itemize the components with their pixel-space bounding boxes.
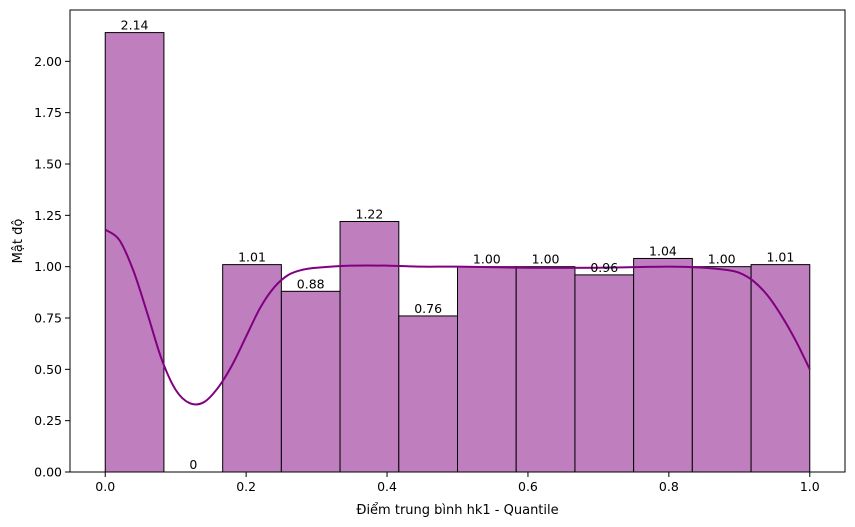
histogram-bar: [691, 266, 752, 473]
bars-group: [104, 32, 811, 473]
bar-value-label: 1.22: [356, 206, 384, 221]
x-axis-ticks: 0.0 0.2 0.4 0.6 0.8 1.0: [95, 472, 820, 494]
y-tick-label: 0.25: [34, 413, 62, 428]
y-tick-label: 0.00: [34, 465, 62, 480]
x-tick-label: 0.6: [518, 479, 538, 494]
y-tick-label: 1.25: [34, 208, 62, 223]
y-tick-label: 1.75: [34, 105, 62, 120]
x-tick-label: 1.0: [800, 479, 820, 494]
histogram-bar: [750, 264, 811, 473]
histogram-bar: [104, 32, 165, 473]
bar-value-label: 1.00: [473, 252, 501, 267]
x-tick-label: 0.0: [95, 479, 115, 494]
y-tick-label: 0.50: [34, 362, 62, 377]
x-tick-label: 0.4: [377, 479, 397, 494]
histogram-bar: [280, 290, 341, 473]
bar-value-label: 0.88: [297, 276, 325, 291]
y-tick-label: 1.50: [34, 157, 62, 172]
y-axis-label: Mật độ: [11, 219, 26, 264]
histogram-bar: [633, 257, 693, 473]
bar-value-label: 1.00: [532, 252, 560, 267]
histogram-bar: [574, 274, 635, 473]
x-axis-label: Điểm trung bình hk1 - Quantile: [356, 503, 558, 518]
y-axis-ticks: 0.00 0.25 0.50 0.75 1.00 1.25 1.50 1.75 2.00: [34, 54, 70, 480]
bar-value-label: 1.01: [767, 250, 795, 265]
histogram-bar: [515, 266, 576, 473]
x-tick-label: 0.8: [659, 479, 679, 494]
bar-value-label: 0.76: [414, 301, 442, 316]
plot-frame: [69, 9, 846, 473]
y-tick-label: 0.75: [34, 311, 62, 326]
y-tick-label: 1.00: [34, 259, 62, 274]
histogram-bar: [398, 315, 459, 473]
histogram-bar: [457, 266, 517, 473]
bar-value-label: 1.04: [649, 243, 677, 258]
bar-value-label: 2.14: [121, 18, 149, 33]
y-tick-label: 2.00: [34, 54, 62, 69]
histogram-bar: [222, 264, 282, 473]
bar-value-label: 0: [189, 457, 197, 472]
x-tick-label: 0.2: [236, 479, 256, 494]
bar-labels-group: 2.14 0 1.01 0.88 1.22 0.76 1.00 1.00 0.96 1.04 1.0…: [121, 18, 795, 472]
bar-value-label: 1.00: [708, 252, 736, 267]
bar-value-label: 1.01: [238, 250, 266, 265]
histogram-bar: [339, 220, 400, 473]
bar-value-label: 0.96: [590, 260, 618, 275]
kde-line: [104, 228, 811, 406]
